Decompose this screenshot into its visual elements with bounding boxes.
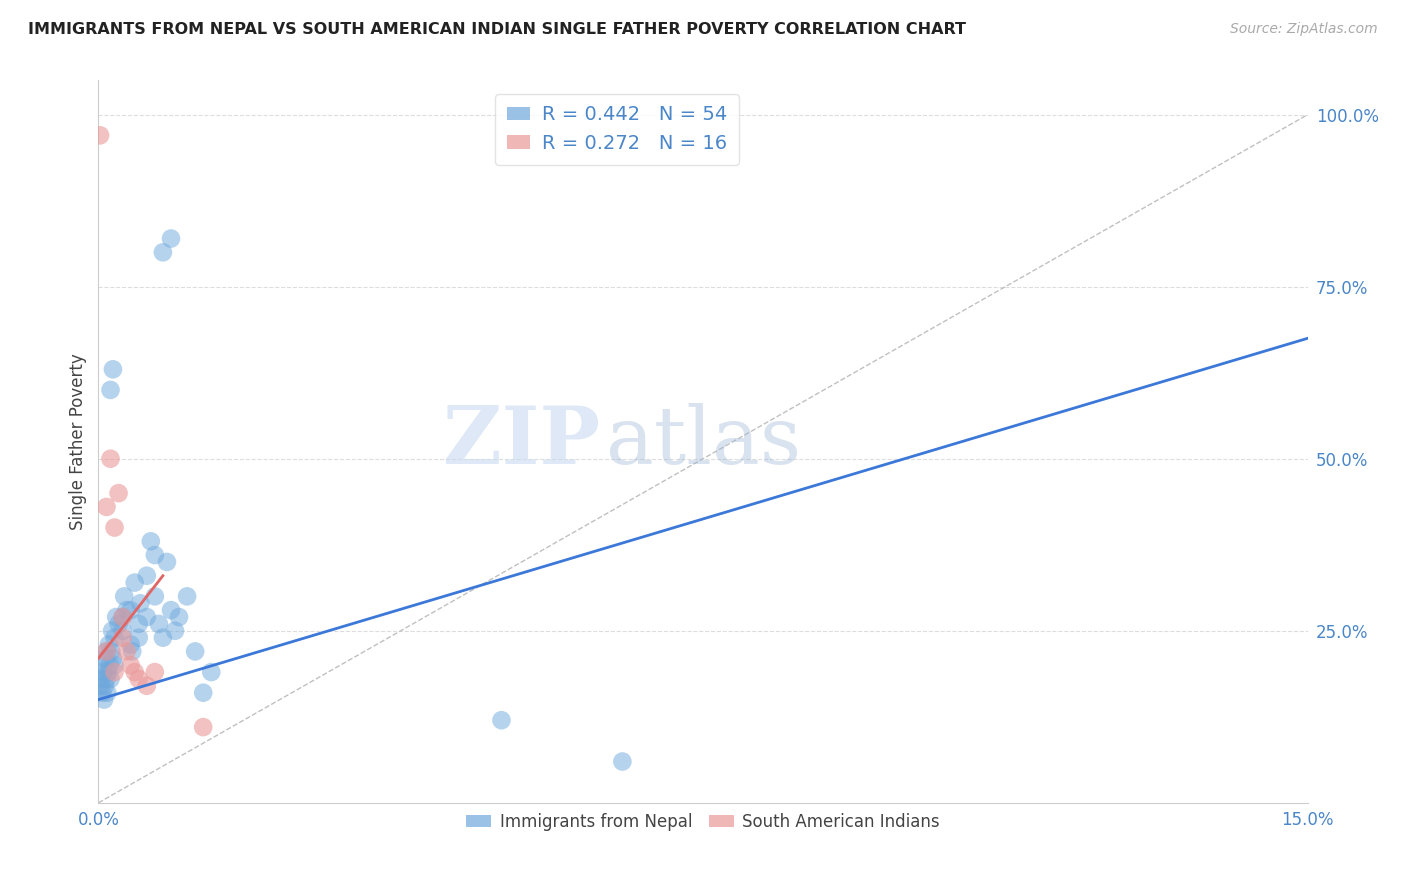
Point <box>124 665 146 679</box>
Point <box>101 624 124 638</box>
Point <box>89 679 111 693</box>
Point <box>128 631 150 645</box>
Point <box>163 624 186 638</box>
Point <box>160 603 183 617</box>
Text: atlas: atlas <box>606 402 801 481</box>
Point <box>135 568 157 582</box>
Point <box>96 686 118 700</box>
Point <box>167 610 190 624</box>
Point <box>193 686 215 700</box>
Point <box>115 644 138 658</box>
Point <box>143 665 166 679</box>
Point <box>143 548 166 562</box>
Text: IMMIGRANTS FROM NEPAL VS SOUTH AMERICAN INDIAN SINGLE FATHER POVERTY CORRELATION: IMMIGRANTS FROM NEPAL VS SOUTH AMERICAN … <box>28 22 966 37</box>
Point <box>100 451 122 466</box>
Point <box>103 631 125 645</box>
Point <box>96 644 118 658</box>
Point <box>160 231 183 245</box>
Point <box>112 590 135 604</box>
Point <box>90 672 112 686</box>
Point <box>100 383 122 397</box>
Point <box>115 603 138 617</box>
Point <box>89 128 111 143</box>
Point <box>103 520 125 534</box>
Point <box>128 672 150 686</box>
Y-axis label: Single Father Poverty: Single Father Poverty <box>69 353 87 530</box>
Point <box>100 672 122 686</box>
Point <box>100 644 122 658</box>
Point <box>143 590 166 604</box>
Point <box>135 610 157 624</box>
Point <box>135 679 157 693</box>
Point <box>96 672 118 686</box>
Text: Source: ZipAtlas.com: Source: ZipAtlas.com <box>1230 22 1378 37</box>
Point <box>111 610 134 624</box>
Point <box>107 616 129 631</box>
Point <box>491 713 513 727</box>
Point <box>96 500 118 514</box>
Point <box>139 534 162 549</box>
Point <box>120 603 142 617</box>
Point <box>101 651 124 665</box>
Point <box>97 638 120 652</box>
Point <box>612 755 634 769</box>
Point <box>91 665 114 679</box>
Point <box>124 575 146 590</box>
Point <box>98 658 121 673</box>
Point <box>105 610 128 624</box>
Point <box>200 665 222 679</box>
Point <box>91 686 114 700</box>
Legend: Immigrants from Nepal, South American Indians: Immigrants from Nepal, South American In… <box>460 806 946 838</box>
Point <box>103 658 125 673</box>
Point <box>152 631 174 645</box>
Text: ZIP: ZIP <box>443 402 600 481</box>
Point <box>103 665 125 679</box>
Point <box>111 631 134 645</box>
Point <box>129 596 152 610</box>
Point <box>156 555 179 569</box>
Point <box>96 644 118 658</box>
Point <box>121 644 143 658</box>
Point <box>148 616 170 631</box>
Point <box>111 624 134 638</box>
Point <box>93 692 115 706</box>
Point <box>107 486 129 500</box>
Point <box>120 658 142 673</box>
Point <box>128 616 150 631</box>
Point <box>152 245 174 260</box>
Point <box>90 658 112 673</box>
Point <box>176 590 198 604</box>
Point <box>94 651 117 665</box>
Point <box>193 720 215 734</box>
Point <box>184 644 207 658</box>
Point <box>94 679 117 693</box>
Point <box>111 610 134 624</box>
Point <box>120 638 142 652</box>
Point <box>97 665 120 679</box>
Point <box>101 362 124 376</box>
